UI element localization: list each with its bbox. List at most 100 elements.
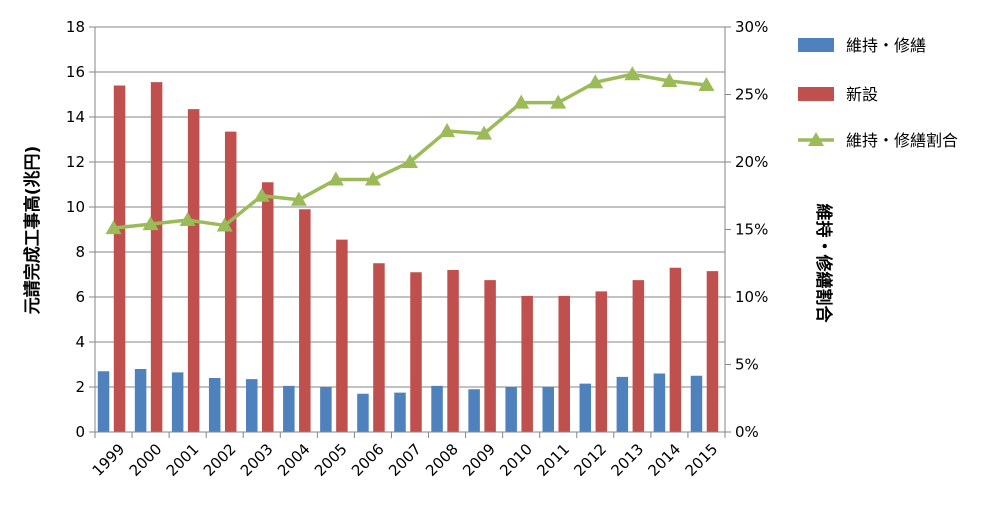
bar-0-2011 <box>542 387 554 432</box>
bar-1-2014 <box>669 267 682 432</box>
ratio-marker-2000 <box>142 216 159 231</box>
bars <box>97 82 719 432</box>
ratio-marker-2012 <box>587 74 604 89</box>
y-tick-label: 4 <box>75 333 85 351</box>
bar-0-2006 <box>357 393 369 432</box>
y2-axis-title: 維持・修繕割合 <box>813 204 834 324</box>
y-tick-label: 10 <box>66 198 85 216</box>
y2-tick-label: 5% <box>735 356 759 374</box>
y2-tick-label: 0% <box>735 423 759 441</box>
bar-0-2001 <box>171 372 184 432</box>
bar-1-2015 <box>706 271 719 432</box>
ratio-marker-2013 <box>624 66 641 81</box>
bar-0-2007 <box>394 392 406 432</box>
ratio-marker-2002 <box>216 217 233 232</box>
y2-tick-label: 25% <box>735 86 768 104</box>
x-tick-label: 2002 <box>200 440 240 480</box>
legend-marker-2 <box>808 132 824 146</box>
x-tick-label: 2011 <box>533 440 573 480</box>
bar-0-1999 <box>97 371 110 432</box>
y2-tick-label: 20% <box>735 153 768 171</box>
bar-0-2009 <box>468 389 480 432</box>
y-tick-label: 0 <box>75 423 85 441</box>
bar-1-2013 <box>632 280 645 432</box>
ratio-line <box>105 66 715 235</box>
x-tick-label: 2010 <box>496 440 536 480</box>
y-axis-title: 元請完成工事高(兆円) <box>22 146 43 315</box>
bar-1-2012 <box>595 291 608 432</box>
y-tick-label: 2 <box>75 378 85 396</box>
y-tick-label: 16 <box>66 63 85 81</box>
bar-0-2010 <box>505 387 517 432</box>
x-tick-label: 2000 <box>126 440 166 480</box>
legend-label-0: 維持・修繕 <box>846 36 926 55</box>
y-tick-label: 14 <box>66 108 85 126</box>
bar-1-2011 <box>558 295 570 432</box>
bar-1-2006 <box>373 263 385 432</box>
x-tick-label: 2013 <box>607 440 647 480</box>
ratio-marker-2015 <box>698 77 715 92</box>
bar-0-2014 <box>653 373 666 432</box>
x-tick-label: 2001 <box>163 440 203 480</box>
x-tick-label: 2007 <box>385 440 425 480</box>
y-tick-label: 12 <box>66 153 85 171</box>
legend-swatch-1 <box>798 87 834 101</box>
y2-tick-label: 15% <box>735 221 768 239</box>
bar-1-2007 <box>410 272 422 432</box>
y2-tick-label: 30% <box>735 18 768 36</box>
ratio-marker-2006 <box>364 171 381 186</box>
bar-0-2013 <box>616 376 629 432</box>
ratio-marker-2001 <box>179 212 196 227</box>
bar-1-2004 <box>299 209 311 432</box>
bar-0-2000 <box>134 369 147 432</box>
y-tick-label: 18 <box>66 18 85 36</box>
ratio-marker-2009 <box>476 125 493 140</box>
ratio-line-path <box>113 72 707 230</box>
x-tick-label: 2012 <box>570 440 610 480</box>
y-tick-label: 6 <box>75 288 85 306</box>
y2-tick-label: 10% <box>735 288 768 306</box>
ratio-marker-2010 <box>513 94 530 109</box>
ratio-marker-2008 <box>439 122 456 137</box>
bar-1-2000 <box>150 82 163 432</box>
ratio-marker-2004 <box>290 191 307 206</box>
bar-1-2002 <box>224 131 237 432</box>
legend-swatch-0 <box>798 38 834 52</box>
y-tick-label: 8 <box>75 243 85 261</box>
bar-0-2015 <box>690 375 703 432</box>
legend-label-2: 維持・修繕割合 <box>846 131 958 150</box>
bar-1-2009 <box>484 280 496 432</box>
x-tick-label: 1999 <box>89 440 129 480</box>
bar-0-2012 <box>579 383 592 432</box>
ratio-marker-2011 <box>550 94 567 109</box>
bar-0-2008 <box>431 385 443 432</box>
bar-1-2003 <box>262 182 274 432</box>
bar-1-2001 <box>187 109 200 432</box>
bar-0-2005 <box>320 387 332 432</box>
bar-1-2008 <box>447 270 459 432</box>
x-tick-label: 2003 <box>237 440 277 480</box>
x-tick-label: 2005 <box>311 440 351 480</box>
bar-1-1999 <box>113 85 126 432</box>
bar-1-2005 <box>336 239 348 432</box>
bar-0-2004 <box>283 385 295 432</box>
axes <box>89 26 731 438</box>
x-tick-label: 2006 <box>348 440 388 480</box>
x-tick-label: 2015 <box>682 440 722 480</box>
x-tick-label: 2009 <box>459 440 499 480</box>
ratio-marker-1999 <box>105 220 122 235</box>
x-tick-label: 2004 <box>274 440 314 480</box>
bar-1-2010 <box>521 295 533 432</box>
ratio-marker-2003 <box>253 187 270 202</box>
ratio-marker-2014 <box>661 73 678 87</box>
x-tick-label: 2014 <box>645 440 685 480</box>
ratio-marker-2007 <box>402 154 418 168</box>
legend-label-1: 新設 <box>846 85 878 104</box>
bar-0-2002 <box>208 378 221 432</box>
x-tick-label: 2008 <box>422 440 462 480</box>
ratio-marker-2005 <box>327 171 344 186</box>
bar-0-2003 <box>246 379 258 432</box>
